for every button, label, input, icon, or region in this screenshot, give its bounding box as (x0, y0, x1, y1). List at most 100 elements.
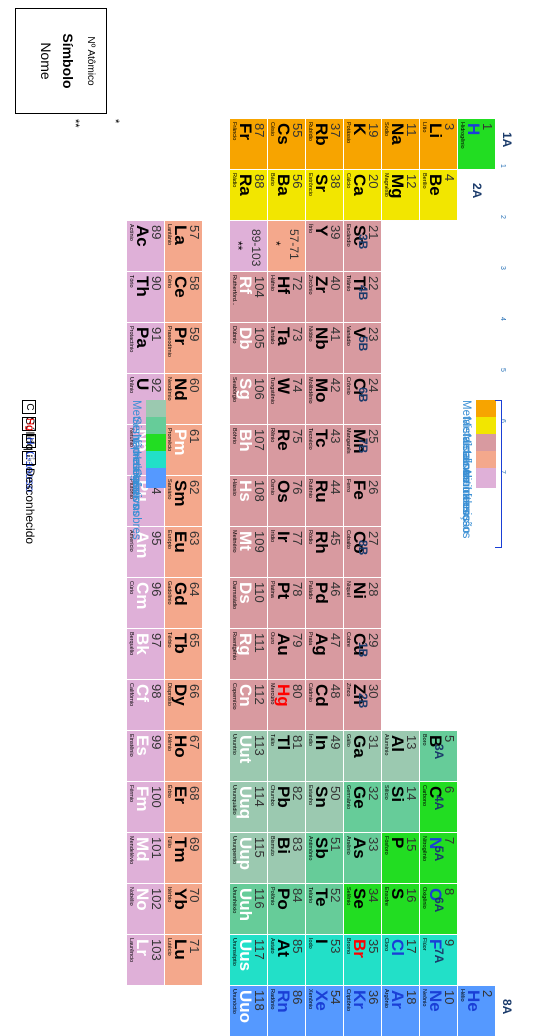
element-name: Tântalo (269, 326, 275, 345)
element-mo: 42 Mo Molibdênio (306, 373, 344, 424)
element-tm: 69 Tm Túlio (164, 832, 203, 883)
element-os: 76 Os Ósmio (268, 475, 306, 526)
element-symbol: Tc (312, 429, 331, 448)
element-name: Selênio (345, 887, 351, 906)
element-symbol: Fr (236, 123, 255, 140)
element-name: Crômio (345, 377, 351, 395)
element-symbol: Lr (132, 939, 152, 956)
element-br: 35 Br Bromo (344, 934, 382, 985)
element-cs: 55 Cs Césio (268, 118, 306, 169)
element-symbol: Sr (312, 174, 331, 192)
element-name: Bóhrio (231, 428, 237, 444)
element-pm: 61 Pm Promécio (164, 424, 203, 475)
element-symbol: Ho (170, 735, 190, 758)
element-name: Rutherfórd... (231, 275, 237, 306)
element-symbol: Al (388, 735, 407, 752)
group-label-6a: 6A (432, 897, 446, 913)
element-symbol: Hf (274, 276, 293, 294)
element-name: Rádio (231, 173, 237, 188)
element-ds: 110 Ds Darmstádio (230, 577, 268, 628)
key-symbol: Símbolo (60, 33, 76, 89)
element-symbol: Pt (274, 582, 293, 599)
element-name: Rutênio (307, 479, 313, 498)
element-name: Praseodímio (165, 326, 172, 357)
element-es: 99 Es Einstênio (126, 730, 165, 781)
element-name: Radônio (269, 989, 275, 1010)
element-name: Telúrio (307, 887, 313, 904)
group-label-5a: 5A (432, 846, 446, 862)
element-name: Tório (127, 275, 134, 288)
group-label-1b: 1B (356, 642, 370, 658)
element-sm: 62 Sm Samário (164, 475, 203, 526)
group-label-3a: 3A (432, 744, 446, 760)
element-sg: 106 Sg Seabórgio (230, 373, 268, 424)
element-name: Ouro (269, 632, 275, 645)
element-symbol: Y (312, 225, 331, 237)
element-name: Fósforo (383, 836, 389, 855)
legend-swatch (146, 468, 166, 488)
element-name: Cálcio (345, 173, 351, 189)
element-name: Califórnio (127, 683, 134, 707)
element-symbol: Pd (312, 582, 331, 604)
element-name: Iodo (307, 938, 313, 949)
element-symbol: Ac (132, 225, 152, 247)
element-symbol: Tb (170, 633, 190, 654)
element-symbol: Br (350, 939, 369, 958)
element-name: Tecnécio (307, 428, 313, 450)
element-name: Berílio (421, 173, 427, 189)
element-ni: 28 Ni Níquel (344, 577, 382, 628)
atomic-number: 57-71 (287, 229, 301, 260)
element-symbol: Li (426, 123, 445, 139)
element-symbol: Ir (274, 531, 293, 543)
period-label-4: 4 (499, 317, 506, 321)
element-name: Dúbnio (231, 326, 237, 344)
group-label-7b: 7B (356, 438, 370, 454)
element-symbol: Cf (132, 684, 152, 702)
element-cn: 112 Cn Copernício (230, 679, 268, 730)
element-symbol: Uut (236, 735, 255, 764)
group-label-8b: 8B (356, 540, 370, 556)
element-symbol: U (132, 378, 152, 391)
element-name: Criptônio (345, 989, 351, 1012)
element-name: Tálio (269, 734, 275, 746)
element-symbol: Re (274, 429, 293, 451)
element-mg: 12 Mg Magnésio (382, 169, 420, 220)
element-name: Nitrogênio (421, 836, 427, 862)
element-symbol: Rf (236, 276, 255, 294)
element-symbol: Ni (350, 582, 369, 599)
element-in: 49 In Índio (306, 730, 344, 781)
element-name: Hólmio (165, 734, 172, 752)
element-name: Neodímio (165, 377, 172, 401)
element-symbol: Ag (312, 633, 331, 656)
element-name: Silício (383, 785, 389, 800)
element-ge: 32 Ge Germânio (344, 781, 382, 832)
element-name: Einstênio (127, 734, 134, 757)
element-fe: 26 Fe Ferro (344, 475, 382, 526)
element-symbol: Uuq (236, 786, 255, 820)
element-symbol: P (388, 837, 407, 849)
group-label-1a: 1A (500, 132, 514, 148)
element-symbol: Mt (236, 531, 255, 551)
element-name: Tungstênio (269, 377, 275, 405)
element-symbol: Kr (350, 990, 369, 1009)
element-symbol: H (464, 123, 483, 136)
element-name: Lantânio (165, 224, 172, 246)
element-eu: 63 Eu Európio (164, 526, 203, 577)
element-symbol: Ge (350, 786, 369, 809)
state-box: C (22, 400, 36, 414)
periodic-table: 1 H Hidrogênio 2 He Hélio 3 Li Lítio 4 Be Berílio 5 B… (15, 8, 514, 1036)
actinide-marker: ** (69, 119, 81, 128)
element-symbol: Yb (170, 888, 190, 910)
element-li: 3 Li Lítio (420, 118, 458, 169)
element-name: Manganês (345, 428, 351, 454)
element-symbol: Os (274, 480, 293, 503)
element-name: Ítrio (307, 224, 313, 234)
element-tb: 65 Tb Térbio (164, 628, 203, 679)
element-name: Estanho (307, 785, 313, 806)
element-name: Astato (269, 938, 275, 954)
element-re: 75 Re Rênio (268, 424, 306, 475)
group-label-6b: 6B (356, 387, 370, 403)
element-name: Háfnio (269, 275, 275, 291)
element-si: 14 Si Silício (382, 781, 420, 832)
element-name: Európio (165, 530, 172, 549)
